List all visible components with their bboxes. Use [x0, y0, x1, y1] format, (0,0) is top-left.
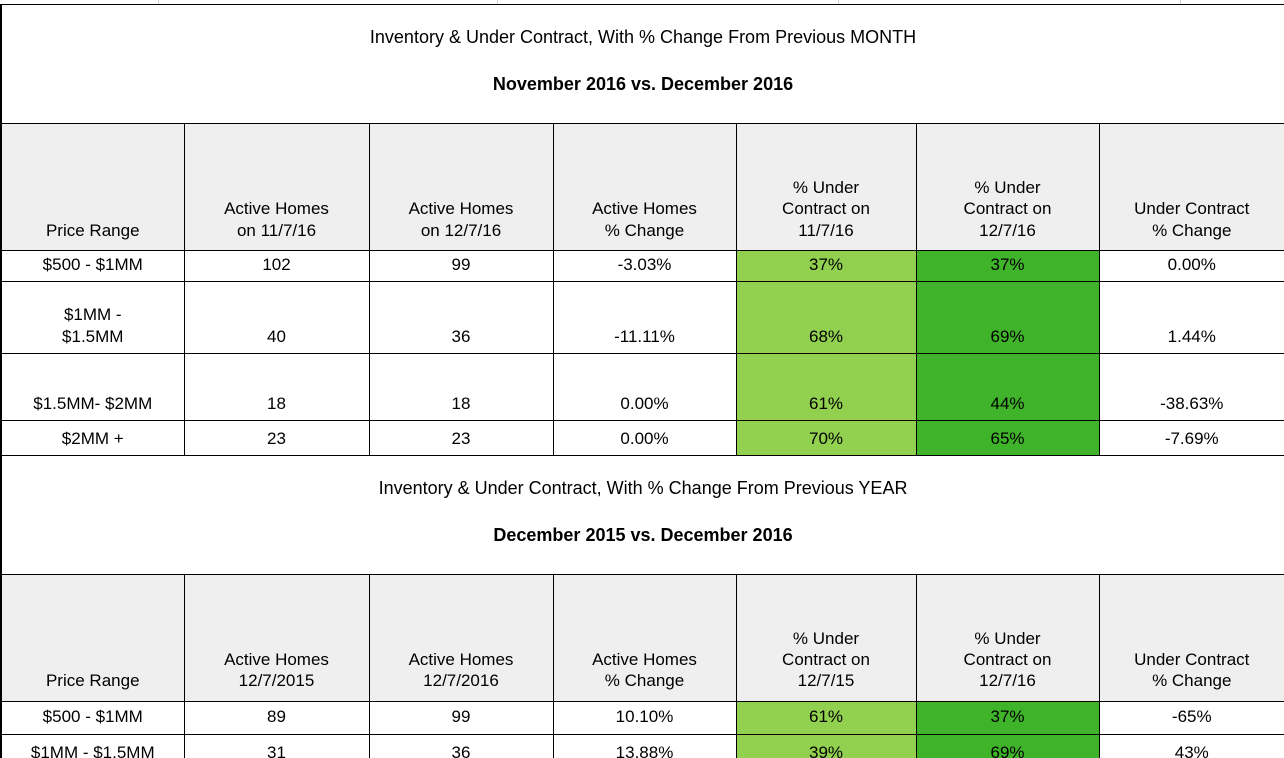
- column-header-uc-change: Under Contract % Change: [1098, 573, 1284, 702]
- column-header-active-homes-1: Active Homes on 11/7/16: [183, 122, 370, 251]
- table-row: $1.5MM- $2MM 18 18 0.00% 61% 44% -38.63%: [0, 352, 1284, 421]
- price-range-cell: $2MM +: [0, 419, 185, 456]
- column-header-active-homes-1: Active Homes 12/7/2015: [183, 573, 370, 702]
- active-change-cell: -11.11%: [552, 280, 737, 354]
- month-title-line2: November 2016 vs. December 2016: [492, 74, 794, 94]
- active-homes-cell: 36: [368, 733, 554, 758]
- table-row: $1MM - $1.5MM 40 36 -11.11% 68% 69% 1.44…: [0, 280, 1284, 354]
- price-range-cell: $1MM - $1.5MM: [0, 733, 185, 758]
- under-contract-cell: 61%: [735, 352, 917, 421]
- uc-change-cell: -38.63%: [1098, 352, 1284, 421]
- inventory-under-contract-table: Inventory & Under Contract, With % Chang…: [0, 4, 1284, 758]
- active-homes-cell: 99: [368, 700, 554, 735]
- table-row: $2MM + 23 23 0.00% 70% 65% -7.69%: [0, 419, 1284, 456]
- under-contract-cell: 69%: [915, 280, 1100, 354]
- active-change-cell: 10.10%: [552, 700, 737, 735]
- under-contract-cell: 37%: [915, 249, 1100, 282]
- price-range-cell: $500 - $1MM: [0, 249, 185, 282]
- uc-change-cell: 43%: [1098, 733, 1284, 758]
- active-homes-cell: 99: [368, 249, 554, 282]
- active-homes-cell: 36: [368, 280, 554, 354]
- under-contract-cell: 65%: [915, 419, 1100, 456]
- cropped-row-above: [0, 0, 1284, 4]
- year-table-title: Inventory & Under Contract, With % Chang…: [0, 454, 1284, 575]
- column-header-uc-change: Under Contract % Change: [1098, 122, 1284, 251]
- column-header-active-change: Active Homes % Change: [552, 573, 737, 702]
- active-change-cell: 0.00%: [552, 352, 737, 421]
- column-header-active-homes-2: Active Homes on 12/7/16: [368, 122, 554, 251]
- under-contract-cell: 70%: [735, 419, 917, 456]
- active-homes-cell: 31: [183, 733, 370, 758]
- price-range-cell: $1MM - $1.5MM: [0, 280, 185, 354]
- year-header-row: Price Range Active Homes 12/7/2015 Activ…: [0, 573, 1284, 702]
- column-header-price-range: Price Range: [0, 122, 185, 251]
- under-contract-cell: 61%: [735, 700, 917, 735]
- month-table-title: Inventory & Under Contract, With % Chang…: [0, 4, 1284, 124]
- active-change-cell: -3.03%: [552, 249, 737, 282]
- price-range-cell: $1.5MM- $2MM: [0, 352, 185, 421]
- active-change-cell: 13.88%: [552, 733, 737, 758]
- column-header-under-contract-2: % Under Contract on 12/7/16: [915, 122, 1100, 251]
- column-header-under-contract-1: % Under Contract on 12/7/15: [735, 573, 917, 702]
- year-title-line1: Inventory & Under Contract, With % Chang…: [378, 478, 908, 498]
- active-homes-cell: 89: [183, 700, 370, 735]
- active-homes-cell: 40: [183, 280, 370, 354]
- table-row: $500 - $1MM 89 99 10.10% 61% 37% -65%: [0, 700, 1284, 735]
- column-header-active-change: Active Homes % Change: [552, 122, 737, 251]
- active-homes-cell: 18: [183, 352, 370, 421]
- active-homes-cell: 102: [183, 249, 370, 282]
- active-homes-cell: 18: [368, 352, 554, 421]
- uc-change-cell: 1.44%: [1098, 280, 1284, 354]
- column-header-under-contract-1: % Under Contract on 11/7/16: [735, 122, 917, 251]
- column-header-price-range: Price Range: [0, 573, 185, 702]
- table-row: $1MM - $1.5MM 31 36 13.88% 39% 69% 43%: [0, 733, 1284, 758]
- under-contract-cell: 39%: [735, 733, 917, 758]
- column-header-active-homes-2: Active Homes 12/7/2016: [368, 573, 554, 702]
- active-homes-cell: 23: [183, 419, 370, 456]
- uc-change-cell: 0.00%: [1098, 249, 1284, 282]
- uc-change-cell: -7.69%: [1098, 419, 1284, 456]
- under-contract-cell: 69%: [915, 733, 1100, 758]
- under-contract-cell: 44%: [915, 352, 1100, 421]
- under-contract-cell: 37%: [735, 249, 917, 282]
- active-homes-cell: 23: [368, 419, 554, 456]
- column-header-under-contract-2: % Under Contract on 12/7/16: [915, 573, 1100, 702]
- month-title-line1: Inventory & Under Contract, With % Chang…: [369, 27, 917, 48]
- under-contract-cell: 37%: [915, 700, 1100, 735]
- month-header-row: Price Range Active Homes on 11/7/16 Acti…: [0, 122, 1284, 251]
- year-title-row: Inventory & Under Contract, With % Chang…: [0, 454, 1284, 575]
- year-title-line2: December 2015 vs. December 2016: [493, 524, 793, 545]
- under-contract-cell: 68%: [735, 280, 917, 354]
- active-change-cell: 0.00%: [552, 419, 737, 456]
- uc-change-cell: -65%: [1098, 700, 1284, 735]
- table-row: $500 - $1MM 102 99 -3.03% 37% 37% 0.00%: [0, 249, 1284, 282]
- price-range-cell: $500 - $1MM: [0, 700, 185, 735]
- month-title-row: Inventory & Under Contract, With % Chang…: [0, 4, 1284, 124]
